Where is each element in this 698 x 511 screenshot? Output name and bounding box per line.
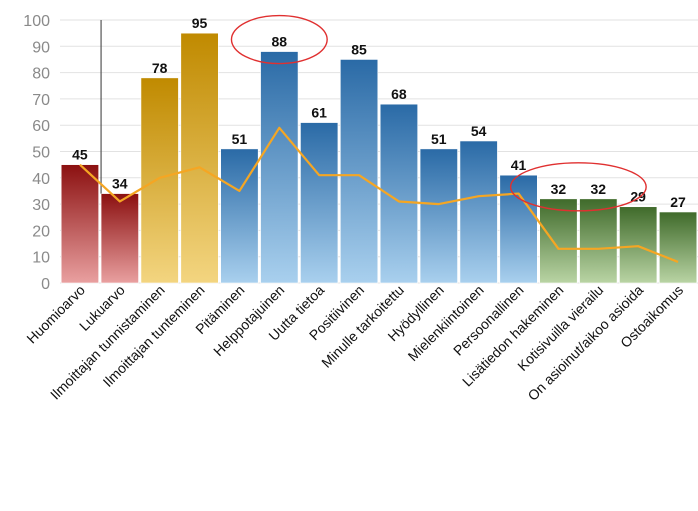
y-tick-label: 80	[32, 66, 50, 83]
bar	[260, 51, 299, 284]
bar	[300, 122, 339, 284]
y-tick-label: 20	[32, 223, 50, 240]
highlight-circle	[230, 14, 328, 65]
bar	[659, 211, 698, 284]
y-tick-label: 0	[41, 276, 50, 293]
bar-value-label: 78	[152, 60, 168, 76]
bar	[100, 193, 139, 284]
y-axis: 0 10 20 30 40 50 60 70 80 90 100	[23, 13, 50, 293]
y-tick-label: 50	[32, 145, 50, 162]
line-series	[79, 126, 679, 263]
bar	[499, 174, 538, 284]
highlight-circles	[230, 14, 647, 212]
highlight-circle	[509, 162, 647, 212]
bar-value-label: 32	[591, 181, 607, 197]
y-tick-label: 70	[32, 92, 50, 109]
data-labels: 45 34 78 95 51 88 61 85 68 51 54 41 32 32 29 27	[72, 15, 686, 210]
bar-value-label: 61	[311, 105, 327, 121]
y-tick-label: 30	[32, 197, 50, 214]
bar	[539, 198, 578, 284]
bar-value-label: 45	[72, 147, 88, 163]
bar-value-label: 29	[630, 189, 646, 205]
y-tick-label: 90	[32, 39, 50, 56]
bar	[619, 206, 658, 284]
y-tick-label: 40	[32, 171, 50, 188]
bar-value-label: 41	[511, 157, 527, 173]
x-tick-label: Persoonallinen	[450, 282, 527, 359]
bar-value-label: 68	[391, 86, 407, 102]
bar	[60, 164, 99, 284]
bar	[459, 140, 498, 284]
bar-value-label: 27	[670, 194, 686, 210]
bar	[419, 148, 458, 284]
bar	[180, 32, 219, 284]
series-line	[79, 126, 679, 263]
bar-value-label: 32	[551, 181, 567, 197]
y-tick-label: 100	[23, 13, 50, 30]
bars	[60, 32, 698, 284]
bar-value-label: 95	[192, 15, 208, 31]
bar-value-label: 51	[431, 131, 447, 147]
y-tick-label: 60	[32, 118, 50, 135]
x-tick-label: Huomioarvo	[23, 282, 88, 347]
bar-value-label: 54	[471, 123, 487, 139]
bar-value-label: 51	[232, 131, 248, 147]
x-tick-label: Helppotajuinen	[210, 282, 287, 359]
bar-value-label: 88	[272, 34, 288, 50]
bar-value-label: 85	[351, 41, 367, 57]
y-tick-label: 10	[32, 250, 50, 267]
bar	[340, 59, 379, 284]
bar	[140, 77, 179, 284]
bar	[579, 198, 618, 284]
bar-value-label: 34	[112, 176, 128, 192]
